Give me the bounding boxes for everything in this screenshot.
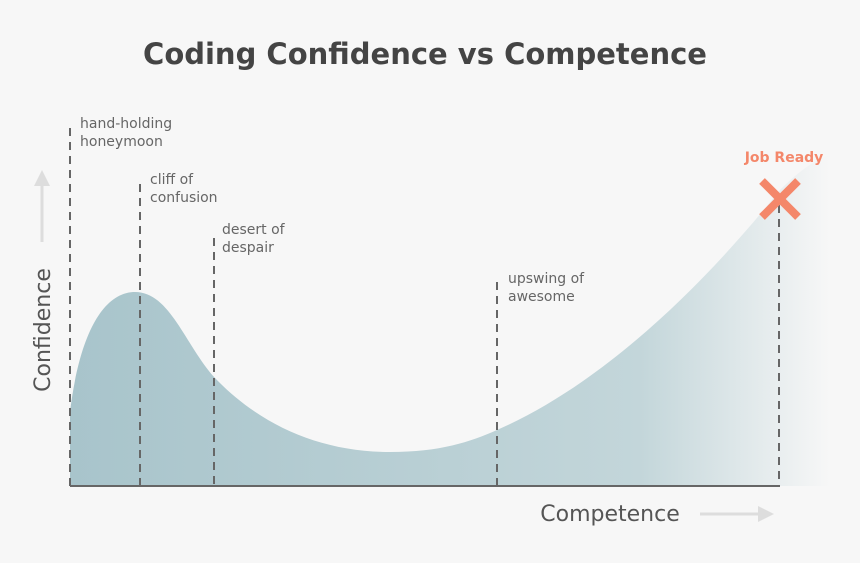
phase-label: desert of	[222, 222, 286, 238]
phase-label: cliff of	[150, 172, 194, 188]
phase-label: despair	[222, 240, 274, 256]
y-axis-label: Confidence	[31, 268, 56, 392]
goal-label: Job Ready	[744, 150, 824, 166]
phase-label: honeymoon	[80, 134, 163, 150]
phase-label: awesome	[508, 289, 575, 305]
phase-label: upswing of	[508, 271, 585, 287]
y-arrow	[34, 170, 50, 242]
goal-marker	[759, 178, 801, 220]
phase-lines	[69, 128, 780, 486]
x-arrow	[700, 506, 774, 522]
phase-label: confusion	[150, 190, 218, 206]
phase-label: hand-holding	[80, 116, 172, 132]
curve-area	[70, 155, 830, 486]
title: Coding Confidence vs Competence	[143, 37, 707, 71]
x-axis-label: Competence	[540, 502, 680, 527]
